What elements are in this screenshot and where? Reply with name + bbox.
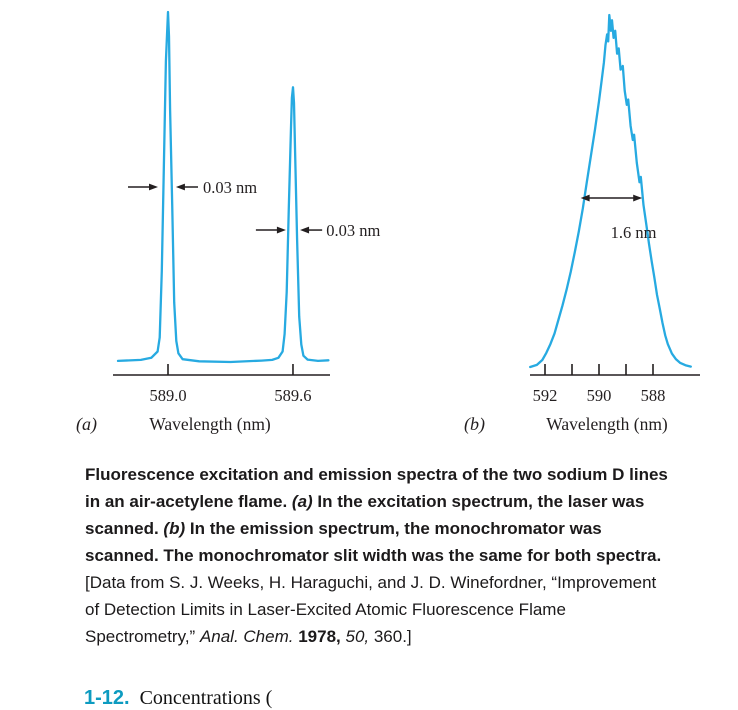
x-tick-label: 590: [587, 386, 612, 405]
linewidth-label: 0.03 nm: [203, 178, 257, 197]
caption-segment: In the emission spectrum, the monochroma…: [85, 519, 662, 565]
linewidth-label: 0.03 nm: [326, 221, 380, 240]
arrow-head: [300, 226, 310, 234]
caption-segment: 50,: [340, 627, 370, 646]
emission-spectrum-chart: 592 590 588 1.6 nm: [529, 13, 700, 405]
problem-text: Concentrations (: [139, 687, 273, 709]
emission-curve: [529, 13, 692, 369]
problem-line: 1-12. Concentrations (: [84, 687, 272, 710]
arrow-head: [276, 226, 286, 234]
excitation-curve: [116, 10, 330, 364]
figure-caption: Fluorescence excitation and emission spe…: [85, 461, 669, 650]
arrow-head: [175, 183, 185, 191]
bandwidth-label: 1.6 nm: [611, 223, 657, 242]
excitation-spectrum-chart: 589.0 589.6 0.03 nm 0.03 nm: [113, 10, 381, 405]
x-tick-label: 592: [533, 386, 558, 405]
x-tick-label: 589.0: [149, 386, 186, 405]
x-tick-label: 588: [641, 386, 666, 405]
arrow-head: [580, 194, 590, 202]
caption-segment: 1978,: [298, 627, 341, 646]
caption-segment: (b): [163, 519, 186, 538]
problem-number: 1-12.: [84, 687, 130, 709]
caption-segment: In the excitation spectrum, the laser wa…: [85, 492, 645, 538]
panel-label-a: (a): [76, 414, 97, 434]
caption-segment: 360.]: [369, 627, 412, 646]
x-axis-label-emission: Wavelength (nm): [546, 414, 668, 434]
x-tick-label: 589.6: [274, 386, 311, 405]
x-axis-label-excitation: Wavelength (nm): [149, 414, 271, 434]
arrow-head: [149, 183, 159, 191]
caption-segment: [Data from S. J. Weeks, H. Haraguchi, an…: [85, 573, 657, 646]
arrow-head: [633, 194, 643, 202]
caption-segment: (a): [291, 492, 313, 511]
caption-segment: Fluorescence excitation and emission spe…: [85, 465, 668, 511]
caption-segment: Anal. Chem.: [199, 627, 294, 646]
panel-label-b: (b): [464, 414, 485, 434]
